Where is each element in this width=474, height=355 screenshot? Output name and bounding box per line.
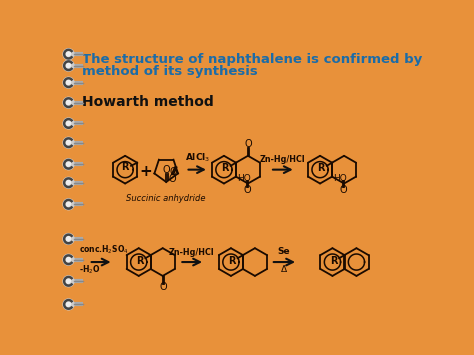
Text: Se: Se — [278, 247, 290, 256]
Text: R: R — [121, 162, 128, 172]
Text: O: O — [245, 139, 253, 149]
Circle shape — [65, 99, 71, 105]
Text: O: O — [160, 283, 167, 293]
Text: O: O — [163, 165, 170, 175]
Circle shape — [63, 199, 74, 210]
Text: Howarth method: Howarth method — [82, 95, 214, 109]
Circle shape — [63, 137, 74, 148]
Text: R: R — [330, 256, 337, 266]
Circle shape — [63, 254, 74, 265]
Text: HO: HO — [334, 174, 347, 182]
Text: AlCl$_3$: AlCl$_3$ — [184, 152, 210, 164]
Circle shape — [65, 79, 71, 84]
Circle shape — [65, 201, 71, 206]
Text: O: O — [244, 185, 251, 195]
Text: -H$_2$O: -H$_2$O — [79, 264, 100, 276]
Circle shape — [65, 51, 71, 56]
Text: Succinic anhydride: Succinic anhydride — [127, 194, 206, 203]
Text: O: O — [169, 167, 177, 177]
Circle shape — [63, 49, 74, 60]
Text: conc.H$_2$SO$_4$: conc.H$_2$SO$_4$ — [79, 244, 128, 256]
Text: Zn-Hg/HCl: Zn-Hg/HCl — [260, 155, 305, 164]
Text: Zn-Hg/HCl: Zn-Hg/HCl — [169, 248, 215, 257]
Circle shape — [63, 178, 74, 188]
Circle shape — [63, 299, 74, 310]
Circle shape — [65, 161, 71, 166]
Circle shape — [63, 118, 74, 129]
Circle shape — [65, 62, 71, 67]
Circle shape — [65, 139, 71, 144]
Circle shape — [63, 234, 74, 244]
Circle shape — [65, 301, 71, 306]
Circle shape — [65, 278, 71, 283]
Circle shape — [63, 159, 74, 170]
Circle shape — [63, 77, 74, 88]
Circle shape — [63, 97, 74, 108]
Text: R: R — [221, 163, 229, 173]
Text: R: R — [136, 256, 144, 266]
Text: The structure of naphthalene is confirmed by: The structure of naphthalene is confirme… — [82, 53, 423, 66]
Text: O: O — [169, 174, 176, 184]
Text: O: O — [340, 185, 347, 195]
Circle shape — [63, 60, 74, 71]
Text: R: R — [228, 256, 236, 266]
Text: R: R — [318, 163, 325, 173]
Circle shape — [63, 276, 74, 287]
Text: method of its synthesis: method of its synthesis — [82, 65, 258, 78]
Circle shape — [65, 235, 71, 241]
Text: $\Delta$: $\Delta$ — [280, 263, 288, 274]
Text: +: + — [140, 164, 153, 179]
Circle shape — [65, 256, 71, 262]
Circle shape — [65, 120, 71, 125]
Circle shape — [65, 179, 71, 185]
Text: HO: HO — [237, 174, 251, 182]
